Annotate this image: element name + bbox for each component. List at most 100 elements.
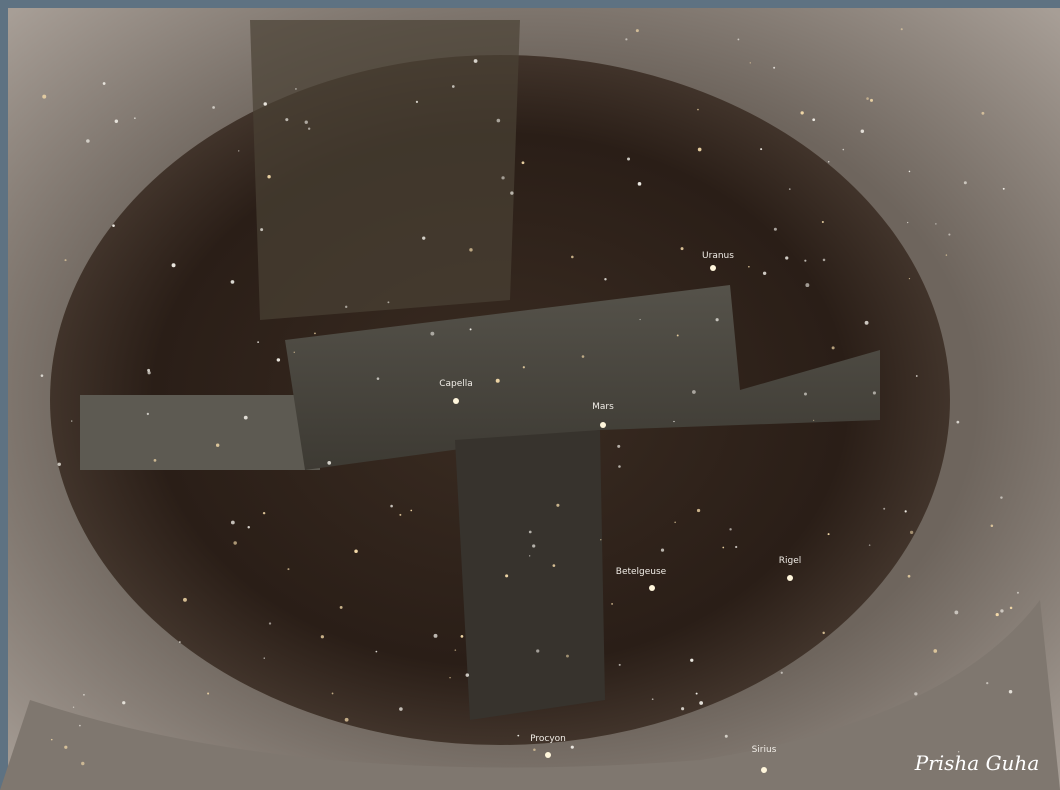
star: [83, 694, 85, 696]
star: [287, 568, 290, 571]
star: [415, 100, 419, 103]
star-label: Rigel: [779, 556, 802, 566]
star: [375, 650, 378, 653]
bright-star: [453, 398, 459, 404]
star: [900, 28, 903, 31]
star: [660, 548, 665, 552]
star: [696, 508, 701, 513]
star: [465, 673, 470, 677]
star: [864, 320, 869, 325]
star: [571, 255, 574, 259]
star: [866, 97, 869, 100]
star: [699, 701, 704, 705]
star: [872, 391, 876, 395]
star: [307, 127, 311, 130]
star: [263, 657, 265, 659]
star: [813, 419, 815, 422]
star: [276, 358, 281, 362]
star: [257, 341, 260, 344]
star: [134, 117, 136, 119]
star: [469, 248, 473, 252]
star: [618, 465, 621, 468]
star: [293, 351, 295, 353]
star: [387, 301, 390, 304]
star: [737, 38, 740, 41]
star: [147, 368, 151, 372]
star: [948, 233, 951, 236]
star: [724, 734, 728, 738]
star: [673, 420, 675, 423]
star: [102, 82, 106, 85]
star: [822, 258, 826, 262]
stars: [40, 28, 1019, 766]
star: [674, 521, 676, 524]
star: [914, 692, 918, 696]
star: [449, 676, 451, 679]
star: [260, 228, 264, 232]
bright-star: [649, 585, 655, 591]
star: [533, 748, 536, 751]
star: [692, 390, 696, 394]
star: [788, 188, 791, 190]
star: [990, 524, 994, 528]
star: [64, 259, 67, 262]
star: [803, 392, 807, 396]
star: [627, 157, 631, 161]
bright-star: [710, 265, 716, 271]
star: [760, 148, 763, 151]
star: [501, 176, 505, 180]
star: [247, 526, 250, 529]
star: [831, 346, 835, 350]
star: [339, 605, 343, 609]
star: [715, 318, 719, 322]
cross-bar: [285, 285, 880, 470]
star: [153, 459, 157, 462]
watermark: Prisha Guha: [914, 751, 1040, 775]
star: [635, 29, 639, 33]
star: [81, 761, 85, 766]
star: [430, 331, 435, 336]
pipe-floor: [0, 600, 1060, 790]
star: [963, 181, 967, 185]
star-label: Sirius: [752, 745, 777, 755]
star: [556, 503, 560, 507]
star: [304, 120, 308, 124]
star: [618, 663, 621, 666]
star: [510, 191, 514, 195]
star: [522, 366, 525, 369]
star: [827, 533, 830, 536]
star: [954, 610, 959, 615]
bright-star: [600, 422, 606, 428]
star: [915, 375, 918, 377]
star: [496, 118, 501, 123]
star: [469, 328, 472, 331]
star: [495, 378, 500, 383]
star: [749, 62, 751, 64]
star: [42, 94, 47, 99]
star: [904, 510, 907, 513]
star: [909, 530, 914, 535]
star: [215, 443, 220, 447]
star: [267, 175, 271, 179]
star: [40, 374, 44, 377]
star: [639, 318, 641, 321]
star: [331, 692, 334, 695]
star: [399, 707, 403, 711]
star: [376, 377, 380, 380]
star: [697, 147, 702, 152]
star: [521, 161, 525, 165]
star: [212, 106, 215, 109]
star: [956, 420, 960, 424]
star: [762, 271, 767, 276]
star: [344, 717, 349, 722]
star: [114, 119, 119, 123]
star: [986, 681, 989, 685]
star: [72, 706, 75, 708]
star: [821, 220, 824, 224]
star: [122, 701, 126, 705]
star: [637, 182, 642, 186]
star: [828, 161, 830, 163]
star: [263, 102, 267, 106]
star: [908, 278, 911, 280]
star: [907, 221, 909, 224]
